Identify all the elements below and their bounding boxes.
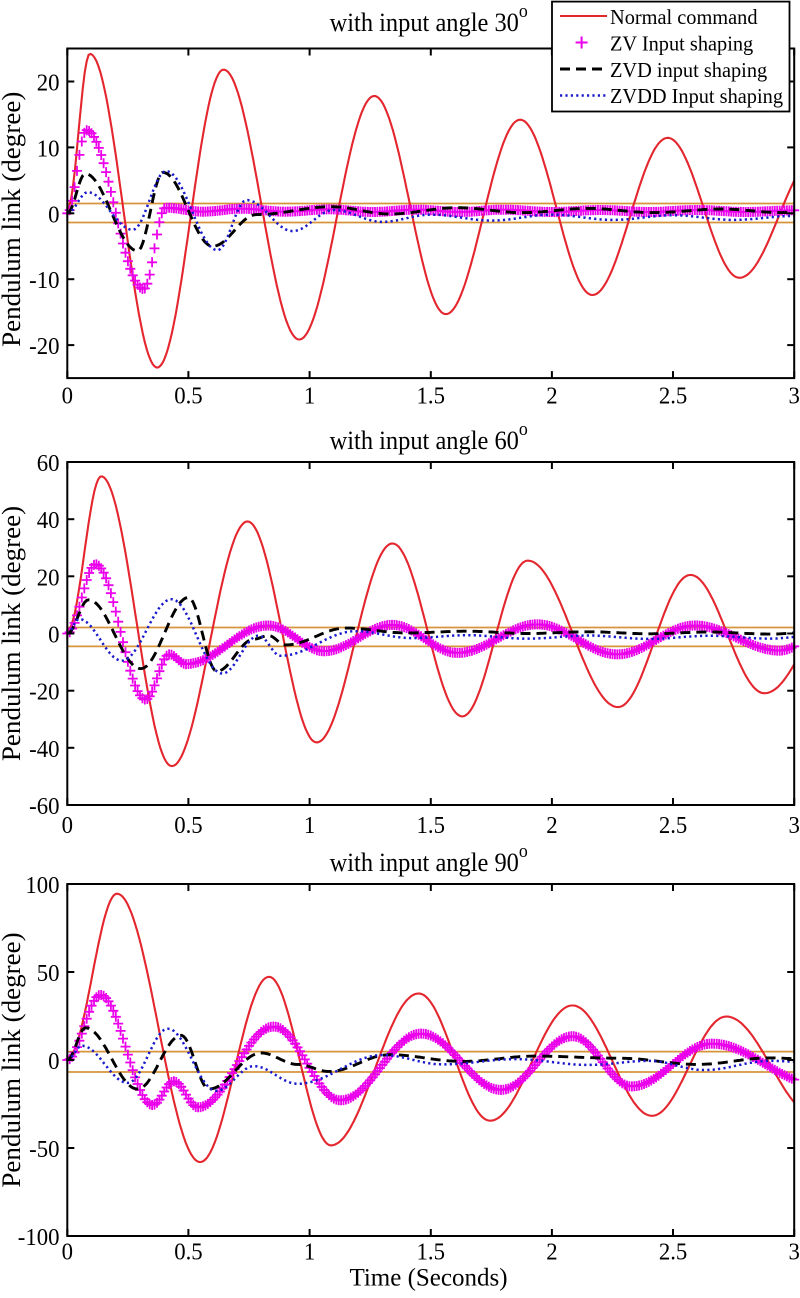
svg-text:Pendulum link (degree): Pendulum link (degree) <box>0 932 26 1187</box>
svg-text:0: 0 <box>62 383 73 410</box>
svg-text:50: 50 <box>37 960 60 987</box>
svg-text:1.5: 1.5 <box>417 383 445 410</box>
svg-text:Pendulum link (degree): Pendulum link (degree) <box>0 92 26 347</box>
svg-text:1: 1 <box>304 812 315 839</box>
svg-text:0.5: 0.5 <box>174 812 202 839</box>
svg-text:ZVDD Input shaping: ZVDD Input shaping <box>610 86 783 108</box>
svg-text:-20: -20 <box>29 679 59 706</box>
svg-text:60: 60 <box>37 450 60 477</box>
svg-text:2: 2 <box>546 383 557 410</box>
svg-text:100: 100 <box>25 872 59 899</box>
svg-text:1.5: 1.5 <box>417 1239 445 1266</box>
svg-text:-10: -10 <box>29 268 59 295</box>
svg-text:-50: -50 <box>29 1136 59 1163</box>
svg-text:20: 20 <box>37 565 60 592</box>
svg-text:20: 20 <box>37 70 60 97</box>
svg-text:1: 1 <box>304 1239 315 1266</box>
svg-text:10: 10 <box>37 136 60 163</box>
svg-text:3: 3 <box>789 1239 800 1266</box>
svg-text:1.5: 1.5 <box>417 812 445 839</box>
svg-text:0.5: 0.5 <box>174 383 202 410</box>
svg-text:1: 1 <box>304 383 315 410</box>
svg-text:-20: -20 <box>29 333 59 360</box>
svg-text:2.5: 2.5 <box>659 812 687 839</box>
svg-text:0: 0 <box>62 1239 73 1266</box>
svg-text:Time (Seconds): Time (Seconds) <box>349 1265 507 1292</box>
svg-text:0: 0 <box>62 812 73 839</box>
svg-text:0.5: 0.5 <box>174 1239 202 1266</box>
svg-text:3: 3 <box>789 383 800 410</box>
svg-text:ZV Input shaping: ZV Input shaping <box>610 33 753 55</box>
svg-text:2: 2 <box>546 1239 557 1266</box>
svg-text:Pendulum link (degree): Pendulum link (degree) <box>0 506 26 761</box>
svg-text:3: 3 <box>789 812 800 839</box>
svg-text:Normal command: Normal command <box>610 7 758 29</box>
svg-text:40: 40 <box>37 507 60 534</box>
svg-text:ZVD input shaping: ZVD input shaping <box>610 60 767 82</box>
svg-text:0: 0 <box>48 622 59 649</box>
svg-text:2: 2 <box>546 812 557 839</box>
svg-text:0: 0 <box>48 1048 59 1075</box>
svg-text:0: 0 <box>48 202 59 229</box>
svg-text:-40: -40 <box>29 736 59 763</box>
svg-text:-100: -100 <box>18 1224 60 1251</box>
svg-text:2.5: 2.5 <box>659 383 687 410</box>
svg-text:-60: -60 <box>29 793 59 820</box>
svg-text:2.5: 2.5 <box>659 1239 687 1266</box>
